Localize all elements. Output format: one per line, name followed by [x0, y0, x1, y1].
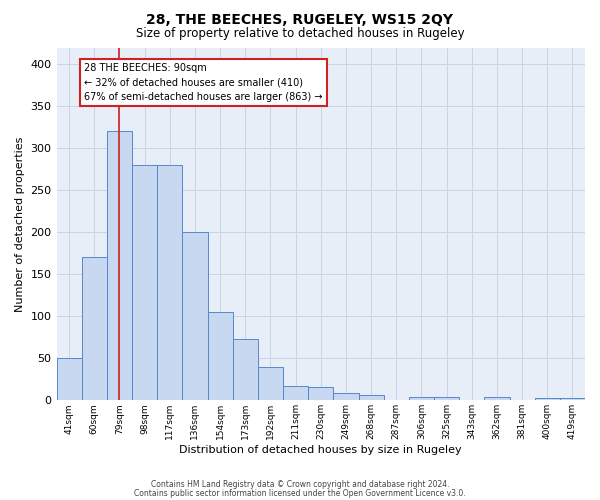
Bar — [434, 397, 459, 400]
Bar — [359, 396, 383, 400]
Y-axis label: Number of detached properties: Number of detached properties — [15, 136, 25, 312]
Bar — [409, 397, 434, 400]
Text: 28 THE BEECHES: 90sqm
← 32% of detached houses are smaller (410)
67% of semi-det: 28 THE BEECHES: 90sqm ← 32% of detached … — [84, 62, 323, 102]
Bar — [484, 397, 509, 400]
Bar — [535, 398, 560, 400]
Bar — [208, 312, 233, 400]
Bar — [56, 358, 82, 401]
Text: 28, THE BEECHES, RUGELEY, WS15 2QY: 28, THE BEECHES, RUGELEY, WS15 2QY — [146, 12, 454, 26]
Bar — [182, 232, 208, 400]
Bar — [308, 387, 334, 400]
Bar — [107, 132, 132, 400]
X-axis label: Distribution of detached houses by size in Rugeley: Distribution of detached houses by size … — [179, 445, 462, 455]
Bar — [132, 165, 157, 400]
Bar — [258, 366, 283, 400]
Bar — [82, 258, 107, 400]
Bar — [233, 339, 258, 400]
Bar — [334, 392, 359, 400]
Text: Size of property relative to detached houses in Rugeley: Size of property relative to detached ho… — [136, 28, 464, 40]
Text: Contains public sector information licensed under the Open Government Licence v3: Contains public sector information licen… — [134, 488, 466, 498]
Bar — [283, 386, 308, 400]
Bar — [157, 165, 182, 400]
Text: Contains HM Land Registry data © Crown copyright and database right 2024.: Contains HM Land Registry data © Crown c… — [151, 480, 449, 489]
Bar — [560, 398, 585, 400]
